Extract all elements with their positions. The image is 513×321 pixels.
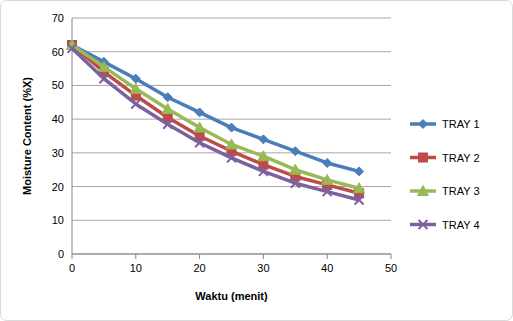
legend-marker <box>419 220 428 229</box>
series-line <box>72 48 359 200</box>
y-tick-label: 30 <box>52 147 64 159</box>
data-point <box>195 138 204 147</box>
x-tick-label: 50 <box>385 262 397 274</box>
y-tick-label: 10 <box>52 214 64 226</box>
y-tick-label: 60 <box>52 46 64 58</box>
grid-line <box>72 186 391 187</box>
data-point <box>259 135 268 144</box>
y-tick-label: 50 <box>52 79 64 91</box>
x-tick-label: 40 <box>321 262 333 274</box>
x-tick <box>263 254 264 259</box>
data-point <box>227 153 236 162</box>
legend-label: TRAY 4 <box>442 219 480 231</box>
x-tick <box>327 254 328 259</box>
data-point <box>194 122 205 132</box>
x-tick <box>135 254 136 259</box>
grid-line <box>72 254 391 255</box>
plot-area <box>67 39 365 204</box>
y-axis <box>72 18 73 254</box>
data-point <box>290 164 301 174</box>
legend-marker <box>419 153 428 162</box>
y-tick-label: 70 <box>52 12 64 24</box>
data-point <box>355 196 364 205</box>
y-tick-label: 20 <box>52 181 64 193</box>
x-axis <box>72 254 391 255</box>
legend-marker <box>418 186 429 196</box>
data-point <box>354 183 365 193</box>
data-point <box>130 83 141 93</box>
grid-line <box>72 51 391 52</box>
data-point <box>195 108 204 117</box>
series-line <box>72 45 359 188</box>
x-axis-label: Waktu (menit) <box>195 290 268 302</box>
grid-line <box>72 119 391 120</box>
legend-label: TRAY 1 <box>442 118 480 130</box>
data-point <box>323 158 332 167</box>
data-point <box>163 120 172 129</box>
legend-label: TRAY 3 <box>442 185 480 197</box>
legend-marker <box>419 120 428 129</box>
data-point <box>259 167 268 176</box>
data-point <box>131 74 140 83</box>
grid-line <box>72 220 391 221</box>
series-line <box>72 45 359 171</box>
chart: 0 10 20 30 40 50 60 70 0 10 20 30 40 50 Waktu (menit) M… <box>0 0 513 321</box>
data-point <box>291 179 300 188</box>
chart-border <box>1 1 513 321</box>
data-point <box>291 147 300 156</box>
x-tick <box>72 254 73 259</box>
data-point <box>322 174 333 184</box>
data-point <box>98 61 109 71</box>
data-point <box>226 139 237 149</box>
data-point <box>323 187 332 196</box>
grid-line <box>72 18 391 19</box>
x-tick-label: 20 <box>193 262 205 274</box>
data-point <box>162 104 173 114</box>
data-point <box>227 123 236 132</box>
y-tick-label: 40 <box>52 113 64 125</box>
data-point <box>131 99 140 108</box>
x-tick <box>199 254 200 259</box>
y-axis-label: Moisture Content (%X) <box>21 77 33 195</box>
data-point <box>99 74 108 83</box>
data-point <box>68 44 77 53</box>
y-tick-label: 0 <box>58 248 64 260</box>
legend-label: TRAY 2 <box>442 152 480 164</box>
data-point <box>355 167 364 176</box>
series-line <box>72 45 359 193</box>
data-point <box>163 93 172 102</box>
x-tick-label: 0 <box>69 262 75 274</box>
data-point <box>258 151 269 161</box>
x-tick-label: 10 <box>130 262 142 274</box>
x-tick <box>391 254 392 259</box>
x-tick-label: 30 <box>257 262 269 274</box>
